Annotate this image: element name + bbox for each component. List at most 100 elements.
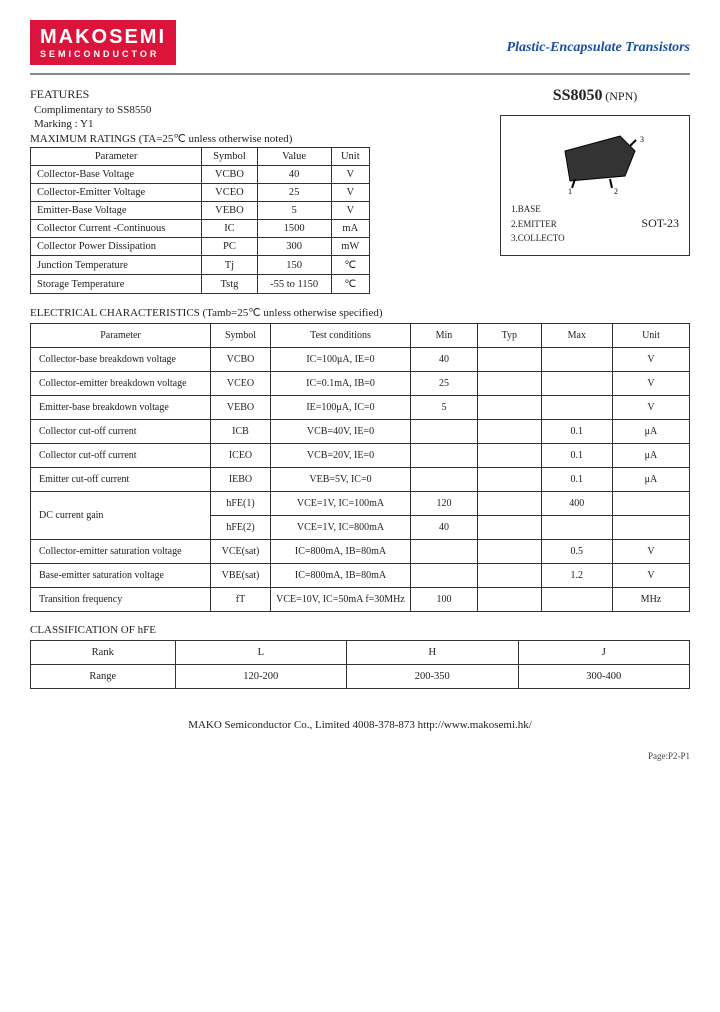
table-cell: Collector Power Dissipation xyxy=(31,238,202,256)
table-cell: Tstg xyxy=(202,275,257,294)
table-cell: V xyxy=(331,184,369,202)
table-header: Typ xyxy=(477,324,541,348)
table-header: L xyxy=(175,641,346,665)
table-cell: 120 xyxy=(411,492,478,516)
table-row: Transition frequencyfTVCE=10V, IC=50mA f… xyxy=(31,588,690,612)
table-cell xyxy=(477,468,541,492)
package-name: SOT-23 xyxy=(641,216,679,231)
svg-text:3: 3 xyxy=(640,135,644,144)
table-cell: Range xyxy=(31,665,176,689)
table-cell xyxy=(612,516,689,540)
table-cell: 0.1 xyxy=(541,420,612,444)
table-cell: VCE(sat) xyxy=(211,540,271,564)
table-cell: 0.5 xyxy=(541,540,612,564)
table-cell xyxy=(477,420,541,444)
table-cell: fT xyxy=(211,588,271,612)
features-marking: Marking : Y1 xyxy=(30,118,480,130)
table-cell: -55 to 1150 xyxy=(257,275,331,294)
table-header: Symbol xyxy=(211,324,271,348)
table-cell: IC=800mA, IB=80mA xyxy=(271,564,411,588)
table-header: Test conditions xyxy=(271,324,411,348)
package-diagram-box: 3 1 2 1.BASE 2.EMITTER SOT-23 3.COLLECTO xyxy=(500,115,690,256)
table-row: Collector-emitter breakdown voltageVCEOI… xyxy=(31,372,690,396)
table-cell: mA xyxy=(331,220,369,238)
table-cell: 0.1 xyxy=(541,444,612,468)
header-divider xyxy=(30,73,690,75)
pin-2-label: 2.EMITTER xyxy=(511,219,557,229)
table-cell: V xyxy=(612,540,689,564)
electrical-heading: ELECTRICAL CHARACTERISTICS (Tamb=25℃ unl… xyxy=(30,306,690,319)
table-cell: 25 xyxy=(257,184,331,202)
table-cell: 25 xyxy=(411,372,478,396)
features-heading: FEATURES xyxy=(30,87,480,102)
table-cell: VEB=5V, IC=0 xyxy=(271,468,411,492)
table-cell: hFE(1) xyxy=(211,492,271,516)
table-cell: Storage Temperature xyxy=(31,275,202,294)
table-cell: 5 xyxy=(411,396,478,420)
table-cell: Emitter-Base Voltage xyxy=(31,202,202,220)
table-cell: 120-200 xyxy=(175,665,346,689)
table-cell: Collector-Emitter Voltage xyxy=(31,184,202,202)
table-cell: V xyxy=(331,166,369,184)
table-cell: VEBO xyxy=(202,202,257,220)
table-cell: Collector Current -Continuous xyxy=(31,220,202,238)
svg-text:1: 1 xyxy=(568,187,572,196)
table-header: Rank xyxy=(31,641,176,665)
table-row: Collector-emitter saturation voltageVCE(… xyxy=(31,540,690,564)
table-cell xyxy=(411,540,478,564)
table-cell: Transition frequency xyxy=(31,588,211,612)
table-header: Unit xyxy=(612,324,689,348)
page-number: Page:P2-P1 xyxy=(30,751,690,761)
table-cell: Collector-emitter saturation voltage xyxy=(31,540,211,564)
table-cell: 300 xyxy=(257,238,331,256)
table-cell: VCBO xyxy=(202,166,257,184)
footer-text: MAKO Semiconductor Co., Limited 4008-378… xyxy=(30,719,690,731)
table-cell xyxy=(541,348,612,372)
table-cell: 40 xyxy=(257,166,331,184)
table-cell: IC xyxy=(202,220,257,238)
table-cell xyxy=(477,348,541,372)
table-cell xyxy=(477,396,541,420)
table-cell: V xyxy=(612,372,689,396)
table-cell: V xyxy=(612,564,689,588)
table-cell: ICEO xyxy=(211,444,271,468)
part-number: SS8050 xyxy=(553,87,603,104)
table-cell: ℃ xyxy=(331,256,369,275)
electrical-table: ParameterSymbolTest conditionsMinTypMaxU… xyxy=(30,323,690,612)
table-cell: VCEO xyxy=(211,372,271,396)
table-cell: 0.1 xyxy=(541,468,612,492)
table-cell: mW xyxy=(331,238,369,256)
table-cell: V xyxy=(331,202,369,220)
table-cell xyxy=(477,564,541,588)
table-header: Parameter xyxy=(31,148,202,166)
table-cell: ICB xyxy=(211,420,271,444)
package-icon: 3 1 2 xyxy=(540,126,650,196)
table-cell: Emitter cut-off current xyxy=(31,468,211,492)
table-cell: VCE=1V, IC=100mA xyxy=(271,492,411,516)
table-cell xyxy=(477,540,541,564)
pin-3-label: 3.COLLECTO xyxy=(511,233,679,243)
table-row: Collector-Emitter VoltageVCEO25V xyxy=(31,184,370,202)
table-cell: IC=100μA, IE=0 xyxy=(271,348,411,372)
table-row: Collector-base breakdown voltageVCBOIC=1… xyxy=(31,348,690,372)
table-cell: 40 xyxy=(411,348,478,372)
table-row: Collector cut-off currentICBVCB=40V, IE=… xyxy=(31,420,690,444)
table-cell: V xyxy=(612,348,689,372)
table-row: Collector Current -ContinuousIC1500mA xyxy=(31,220,370,238)
table-cell xyxy=(541,372,612,396)
table-cell: VCE=1V, IC=800mA xyxy=(271,516,411,540)
table-row: Range120-200200-350300-400 xyxy=(31,665,690,689)
table-cell xyxy=(411,564,478,588)
table-header: H xyxy=(347,641,518,665)
table-cell xyxy=(541,516,612,540)
svg-text:2: 2 xyxy=(614,187,618,196)
table-cell: ℃ xyxy=(331,275,369,294)
ratings-heading: MAXIMUM RATINGS (TA=25℃ unless otherwise… xyxy=(30,132,480,145)
table-cell: Collector cut-off current xyxy=(31,420,211,444)
classification-table: RankLHJ Range120-200200-350300-400 xyxy=(30,640,690,689)
table-cell: Collector-base breakdown voltage xyxy=(31,348,211,372)
table-cell: DC current gain xyxy=(31,492,211,540)
table-cell: Junction Temperature xyxy=(31,256,202,275)
table-cell xyxy=(411,420,478,444)
table-cell xyxy=(477,444,541,468)
